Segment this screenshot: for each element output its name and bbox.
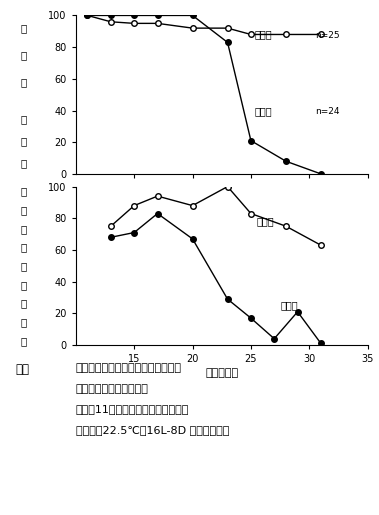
Text: ％: ％ xyxy=(20,317,27,327)
Text: 生: 生 xyxy=(20,23,27,33)
Text: 存: 存 xyxy=(20,50,27,60)
Text: （: （ xyxy=(20,114,27,124)
Text: 雄成虫を22.5℃、16L-8D で飼育した。: 雄成虫を22.5℃、16L-8D で飼育した。 xyxy=(76,425,229,435)
Text: n=24: n=24 xyxy=(315,107,340,116)
Text: n=25: n=25 xyxy=(315,30,340,40)
Text: （: （ xyxy=(20,299,27,308)
Text: 合: 合 xyxy=(20,280,27,290)
Text: 率: 率 xyxy=(20,77,27,87)
Text: 対照区: 対照区 xyxy=(257,217,274,227)
Text: 尾: 尾 xyxy=(20,205,27,215)
Text: の: の xyxy=(20,243,27,252)
Text: 寄生区: 寄生区 xyxy=(280,301,298,311)
Text: 図２: 図２ xyxy=(15,363,29,376)
Text: 対照区: 対照区 xyxy=(254,30,272,40)
Text: ％: ％ xyxy=(20,136,27,146)
Text: ハエの寄生がカメムシ雄成虫の交尾: ハエの寄生がカメムシ雄成虫の交尾 xyxy=(76,363,182,373)
Text: 雄: 雄 xyxy=(20,224,27,234)
Text: 交: 交 xyxy=(20,186,27,197)
Text: 割: 割 xyxy=(20,261,27,271)
Text: 羽化後11日目に寄生されたカメムシ: 羽化後11日目に寄生されたカメムシ xyxy=(76,404,189,414)
X-axis label: 羽化後日数: 羽化後日数 xyxy=(205,368,238,378)
Text: ）: ） xyxy=(20,158,27,168)
Text: 能力と寿命に及ぼす影響: 能力と寿命に及ぼす影響 xyxy=(76,384,149,393)
Text: 寄生区: 寄生区 xyxy=(254,106,272,116)
Text: ）: ） xyxy=(20,336,27,346)
